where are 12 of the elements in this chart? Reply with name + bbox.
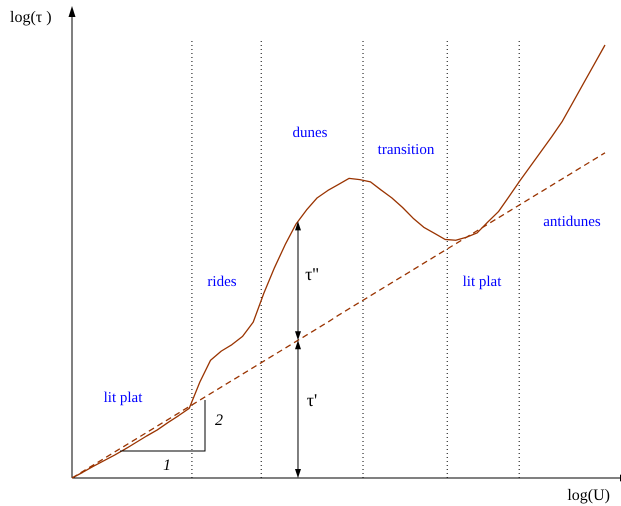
annotation: transition bbox=[378, 142, 435, 158]
annotation: lit plat bbox=[462, 274, 502, 290]
annotation: rides bbox=[207, 274, 237, 290]
annotation: τ'' bbox=[305, 264, 319, 284]
annotation: dunes bbox=[292, 125, 328, 141]
annotation: τ' bbox=[306, 390, 318, 410]
annotation: lit plat bbox=[104, 390, 144, 406]
x-axis-title: log(U) bbox=[567, 487, 610, 504]
annotation: antidunes bbox=[543, 214, 601, 230]
annotation: 1 bbox=[163, 457, 171, 474]
y-axis-title: log(τ ) bbox=[10, 9, 52, 26]
annotation: 2 bbox=[215, 412, 223, 429]
